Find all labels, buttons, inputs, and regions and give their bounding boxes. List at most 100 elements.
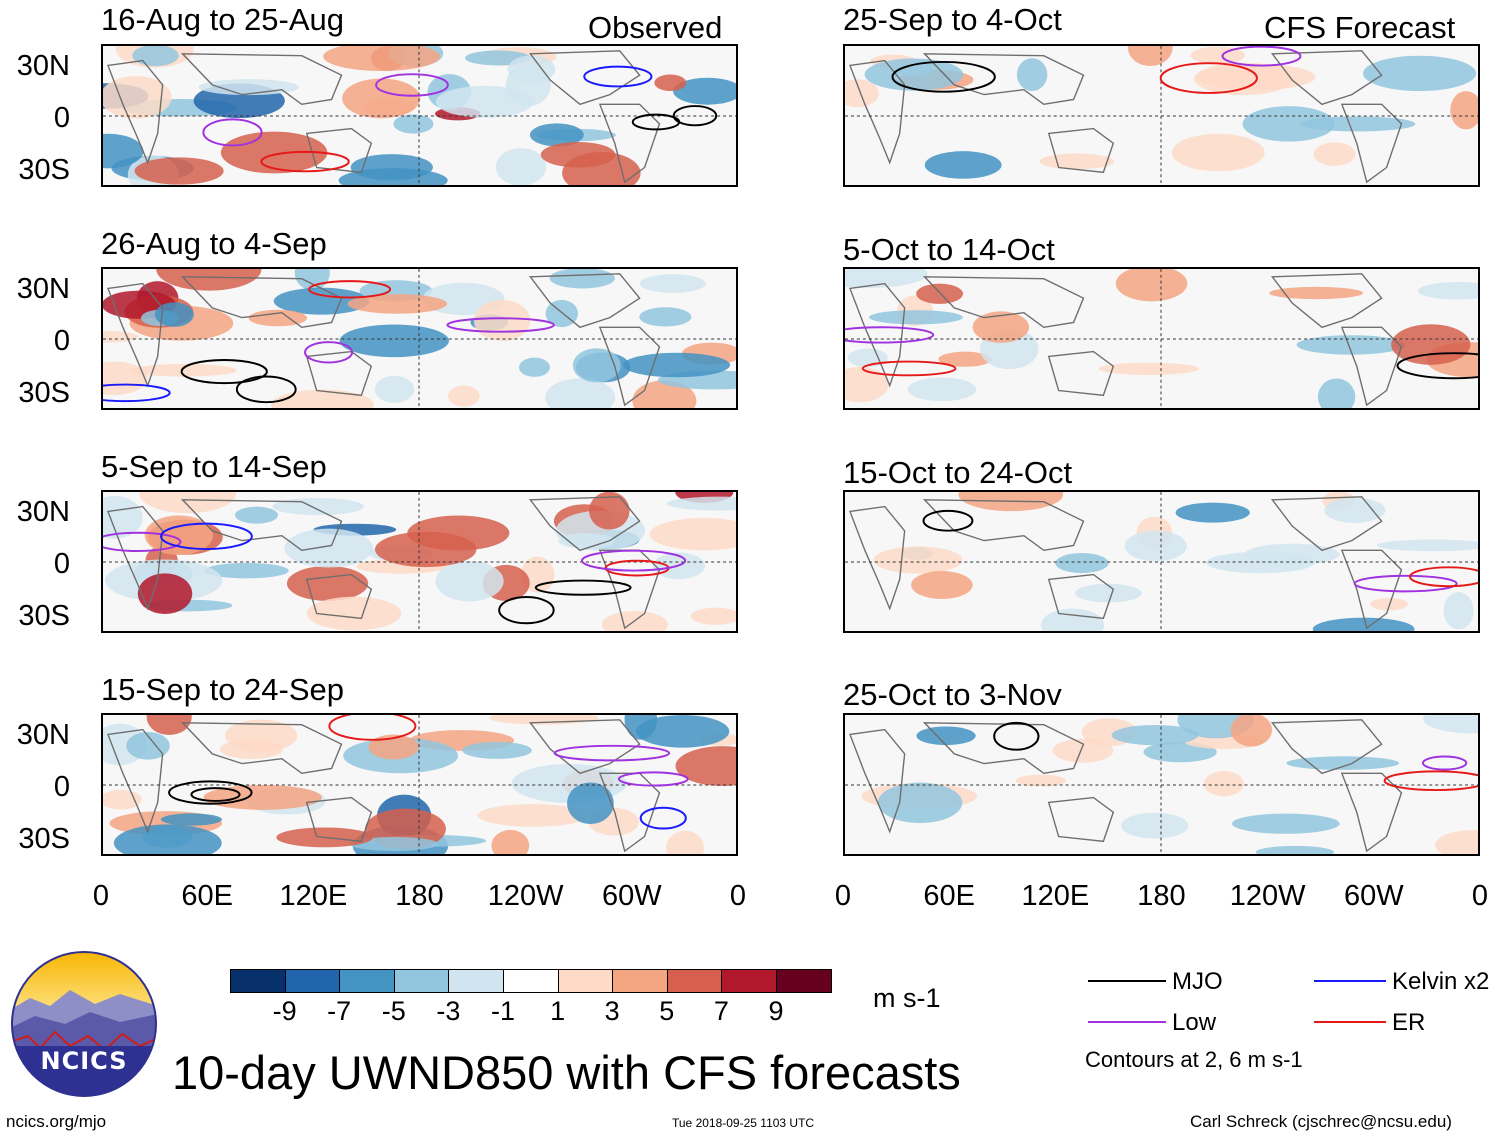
- map-panel-obs-4: [101, 713, 738, 856]
- colorbar-swatch: [393, 969, 450, 993]
- wind-anomaly-blob: [1269, 286, 1364, 300]
- wind-anomaly-blob: [877, 782, 963, 823]
- coastline: [1340, 772, 1403, 853]
- wind-anomaly-blob: [234, 506, 279, 524]
- y-axis-label: 0: [53, 548, 70, 580]
- wind-anomaly-blob: [589, 492, 630, 530]
- wind-anomaly-blob: [103, 361, 148, 395]
- y-axis-label: 30N: [16, 50, 70, 82]
- wind-anomaly-blob: [549, 269, 615, 289]
- colorbar-tick-label: -9: [272, 996, 297, 1026]
- wind-anomaly-blob: [673, 77, 736, 105]
- wind-anomaly-blob: [873, 546, 963, 574]
- contour-line: [1221, 46, 1302, 67]
- wind-anomaly-blob: [1242, 106, 1336, 142]
- wind-anomaly-blob: [103, 789, 142, 810]
- map-panel-obs-3: [101, 490, 738, 633]
- legend-line-kelvin: [1314, 980, 1386, 982]
- panel-title-obs-2: 26-Aug to 4-Sep: [101, 226, 327, 261]
- panel-title-fcst-4: 25-Oct to 3-Nov: [843, 677, 1062, 712]
- contour-line: [1396, 352, 1478, 380]
- coastline: [849, 728, 906, 834]
- wind-anomaly-blob: [635, 715, 730, 748]
- coastline: [1340, 326, 1403, 407]
- wind-anomaly-blob: [338, 168, 448, 185]
- contour-line: [617, 771, 689, 787]
- contour-line: [861, 360, 957, 377]
- coastline: [849, 282, 906, 388]
- coastline: [107, 728, 164, 834]
- y-axis-label: 30S: [18, 600, 70, 632]
- wind-anomaly-blob: [1115, 269, 1188, 302]
- wind-anomaly-blob: [675, 746, 736, 786]
- colorbar-tick-label: 3: [604, 996, 620, 1026]
- legend-line-er: [1314, 1021, 1386, 1023]
- wind-anomaly-blob: [1362, 55, 1477, 92]
- contour-line: [328, 715, 417, 741]
- x-axis-label: 60W: [602, 880, 662, 912]
- coastline: [528, 719, 641, 775]
- colorbar-units: m s-1: [873, 983, 941, 1013]
- wind-anomaly-blob: [972, 311, 1030, 343]
- footer-author: Carl Schreck (cjschrec@ncsu.edu): [1190, 1112, 1452, 1131]
- map-panel-fcst-1: [843, 44, 1480, 187]
- y-axis-label: 0: [53, 771, 70, 803]
- coastline: [849, 505, 906, 611]
- contour-line: [202, 118, 263, 147]
- coastline: [305, 573, 373, 620]
- contour-line: [672, 105, 718, 127]
- x-axis-label: 120E: [1021, 880, 1090, 912]
- wind-anomaly-blob: [435, 561, 504, 602]
- colorbar-tick-label: 5: [659, 996, 675, 1026]
- coastline: [107, 59, 164, 165]
- wind-anomaly-blob: [495, 148, 547, 185]
- contour-line: [922, 509, 974, 532]
- wind-anomaly-blob: [1443, 592, 1474, 630]
- wind-anomaly-blob: [666, 830, 705, 854]
- x-axis-label: 0: [92, 880, 110, 912]
- wind-anomaly-blob: [284, 528, 373, 568]
- contour-line: [1409, 566, 1478, 588]
- y-axis-label: 30N: [16, 496, 70, 528]
- wind-anomaly-blob: [1376, 539, 1478, 552]
- x-axis-label: 60E: [923, 880, 975, 912]
- coastline: [180, 53, 343, 106]
- colorbar-swatch: [230, 969, 286, 993]
- x-axis-label: 0: [1471, 880, 1489, 912]
- contour-line: [160, 522, 253, 551]
- colorbar-tick-label: 1: [550, 996, 566, 1026]
- logo-text: NCICS: [40, 1047, 128, 1075]
- coastline: [598, 326, 661, 407]
- wind-anomaly-blob: [1313, 142, 1356, 166]
- legend-label-low: Low: [1172, 1009, 1217, 1036]
- colorbar-tick-label: 7: [713, 996, 729, 1026]
- contour-line: [1159, 62, 1258, 94]
- wind-anomaly-blob: [1175, 502, 1250, 523]
- panel-title-fcst-1: 25-Sep to 4-Oct: [843, 2, 1062, 37]
- wind-anomaly-blob: [435, 85, 534, 118]
- wind-anomaly-blob: [489, 715, 599, 725]
- coastline: [1340, 549, 1403, 630]
- wind-anomaly-blob: [134, 157, 224, 185]
- wind-anomaly-blob: [126, 732, 170, 760]
- wind-anomaly-blob: [273, 287, 370, 315]
- wind-anomaly-blob: [1317, 378, 1356, 408]
- x-axis-label: 120W: [487, 880, 564, 912]
- y-axis-label: 0: [53, 325, 70, 357]
- legend-label-er: ER: [1392, 1009, 1426, 1036]
- wind-anomaly-blob: [272, 498, 364, 516]
- contour-line: [446, 317, 555, 333]
- colorbar-swatch: [448, 969, 504, 993]
- contour-line: [103, 531, 182, 552]
- coastline: [528, 50, 641, 106]
- footer-url[interactable]: ncics.org/mjo: [6, 1112, 107, 1131]
- wind-anomaly-blob: [103, 76, 172, 119]
- coastline: [180, 499, 343, 552]
- coastline: [305, 127, 373, 174]
- contour-line: [1421, 755, 1468, 771]
- wind-anomaly-blob: [1435, 830, 1478, 854]
- wind-anomaly-blob: [103, 330, 139, 343]
- contour-line: [375, 73, 449, 97]
- coastline: [528, 273, 641, 329]
- map-panel-fcst-4: [843, 713, 1480, 856]
